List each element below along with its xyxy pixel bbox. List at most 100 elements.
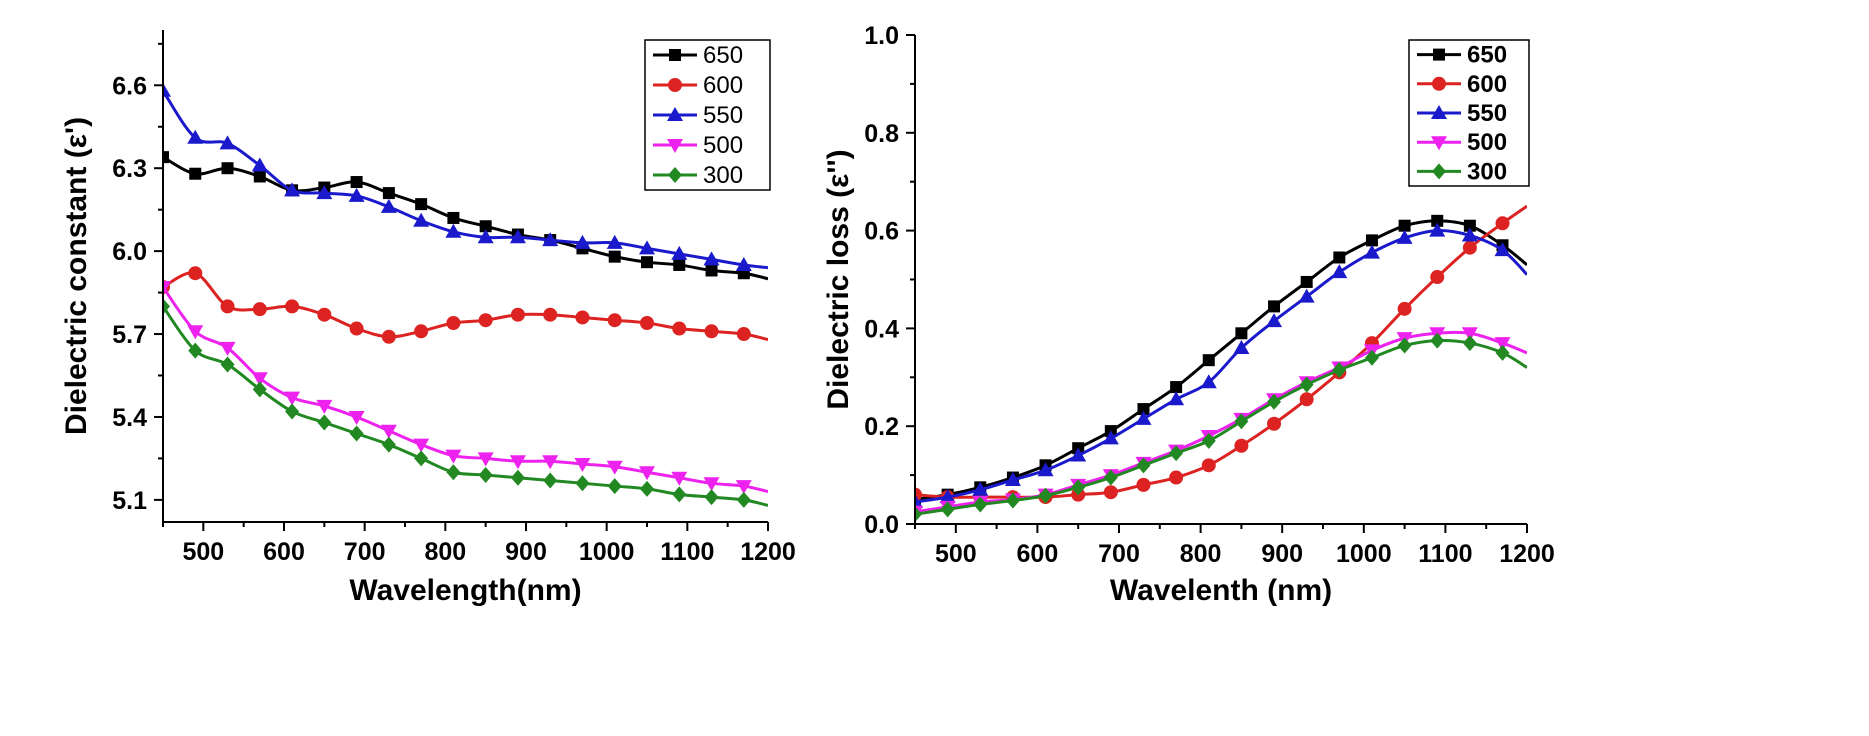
data-point-550-570 bbox=[251, 157, 268, 172]
data-point-550-810 bbox=[445, 223, 462, 238]
data-point-300-570 bbox=[252, 381, 267, 398]
legend-label-650: 650 bbox=[1467, 42, 1507, 69]
data-point-650-810 bbox=[1202, 354, 1215, 367]
data-point-650-1090 bbox=[673, 258, 686, 271]
data-point-300-450 bbox=[163, 298, 170, 315]
legend-label-300: 300 bbox=[703, 162, 743, 189]
legend-marker-550 bbox=[1431, 105, 1447, 119]
data-point-300-1010 bbox=[1364, 349, 1379, 366]
data-point-600-970 bbox=[575, 310, 590, 325]
data-point-300-650 bbox=[1071, 479, 1086, 496]
data-point-550-490 bbox=[939, 489, 956, 504]
data-point-550-770 bbox=[413, 212, 430, 227]
y-tick-label: 6.6 bbox=[112, 72, 147, 100]
data-point-300-1050 bbox=[640, 480, 654, 497]
data-point-600-890 bbox=[1267, 416, 1282, 431]
data-point-550-1170 bbox=[735, 256, 752, 271]
x-tick-label: 1100 bbox=[1418, 540, 1472, 568]
data-point-550-1130 bbox=[703, 251, 720, 266]
data-point-650-1050 bbox=[1398, 219, 1411, 232]
x-axis-title: Wavelenth (nm) bbox=[1110, 574, 1332, 607]
data-point-550-850 bbox=[477, 229, 494, 244]
data-point-600-610 bbox=[285, 299, 300, 314]
data-point-600-690 bbox=[349, 321, 364, 336]
legend-marker-550 bbox=[667, 107, 683, 121]
data-point-500-850 bbox=[477, 452, 494, 467]
data-point-650-770 bbox=[1170, 381, 1183, 394]
y-tick-label: 0.6 bbox=[864, 218, 899, 246]
data-point-500-1170 bbox=[1494, 337, 1511, 352]
data-point-300-1090 bbox=[1430, 332, 1445, 349]
data-point-500-1090 bbox=[671, 471, 688, 486]
data-point-650-810 bbox=[447, 211, 460, 224]
data-point-300-530 bbox=[973, 496, 988, 513]
data-point-600-490 bbox=[188, 266, 203, 281]
data-point-550-1010 bbox=[1363, 244, 1380, 259]
y-tick-label: 0.2 bbox=[864, 413, 899, 441]
data-point-300-490 bbox=[940, 501, 955, 518]
data-point-500-610 bbox=[284, 391, 301, 406]
x-tick-label: 800 bbox=[1180, 540, 1222, 568]
data-point-300-730 bbox=[381, 436, 396, 453]
legend-marker-300 bbox=[668, 167, 682, 183]
data-point-650-850 bbox=[479, 220, 492, 233]
data-point-300-810 bbox=[446, 464, 461, 481]
data-point-600-1090 bbox=[672, 321, 687, 336]
data-point-600-810 bbox=[1201, 458, 1216, 473]
data-point-300-770 bbox=[1169, 445, 1184, 462]
data-point-650-730 bbox=[382, 187, 395, 200]
legend-marker-300 bbox=[1432, 163, 1446, 180]
data-point-600-770 bbox=[1169, 470, 1184, 485]
data-point-600-1090 bbox=[1430, 270, 1445, 285]
x-tick-label: 900 bbox=[1261, 540, 1303, 568]
data-point-600-930 bbox=[1299, 392, 1314, 407]
legend: 650 600 550 500 300 bbox=[644, 39, 771, 191]
data-point-600-730 bbox=[381, 329, 396, 344]
data-point-500-1130 bbox=[703, 477, 720, 492]
data-point-300-690 bbox=[1103, 469, 1118, 486]
data-point-600-730 bbox=[1136, 477, 1151, 492]
legend-label-300: 300 bbox=[1467, 158, 1507, 185]
data-point-500-890 bbox=[509, 455, 526, 470]
data-point-650-1050 bbox=[641, 256, 653, 269]
data-point-550-1090 bbox=[1429, 222, 1446, 237]
x-tick-label: 1000 bbox=[579, 538, 635, 566]
data-point-650-890 bbox=[1268, 300, 1281, 313]
data-point-600-1010 bbox=[607, 313, 622, 328]
data-point-500-570 bbox=[251, 372, 268, 387]
data-point-500-1050 bbox=[639, 466, 655, 481]
series-300 bbox=[163, 298, 768, 508]
data-point-300-1170 bbox=[736, 491, 751, 508]
data-point-600-650 bbox=[317, 307, 332, 322]
data-point-300-810 bbox=[1201, 432, 1216, 449]
x-tick-label: 900 bbox=[505, 538, 547, 566]
x-tick-label: 1200 bbox=[740, 538, 796, 566]
data-point-500-1130 bbox=[1461, 327, 1478, 342]
y-tick-label: 5.4 bbox=[112, 404, 147, 432]
data-point-300-890 bbox=[510, 469, 525, 486]
data-point-300-930 bbox=[1299, 376, 1314, 393]
data-point-300-1090 bbox=[672, 486, 687, 503]
data-point-650-490 bbox=[189, 167, 202, 180]
data-point-300-850 bbox=[478, 467, 493, 484]
x-tick-label: 600 bbox=[263, 538, 305, 566]
legend-label-550: 550 bbox=[703, 102, 743, 129]
data-point-550-810 bbox=[1200, 374, 1217, 389]
data-point-550-530 bbox=[219, 135, 236, 150]
legend-marker-650 bbox=[669, 49, 681, 61]
data-point-550-610 bbox=[1037, 462, 1054, 477]
legend-label-500: 500 bbox=[703, 132, 743, 159]
data-point-300-610 bbox=[285, 403, 300, 420]
data-point-300-850 bbox=[1234, 413, 1249, 430]
legend-label-600: 600 bbox=[1467, 71, 1507, 98]
y-axis-title: Dielectric loss (ε'') bbox=[822, 149, 855, 409]
data-point-600-1170 bbox=[1495, 216, 1510, 231]
data-point-550-890 bbox=[1266, 313, 1283, 328]
y-tick-label: 0.4 bbox=[864, 315, 899, 343]
x-axis-title: Wavelength(nm) bbox=[349, 574, 581, 607]
data-point-300-450 bbox=[915, 506, 922, 523]
data-point-650-1130 bbox=[1463, 219, 1476, 232]
x-tick-label: 1200 bbox=[1499, 540, 1555, 568]
data-point-300-890 bbox=[1267, 393, 1282, 410]
